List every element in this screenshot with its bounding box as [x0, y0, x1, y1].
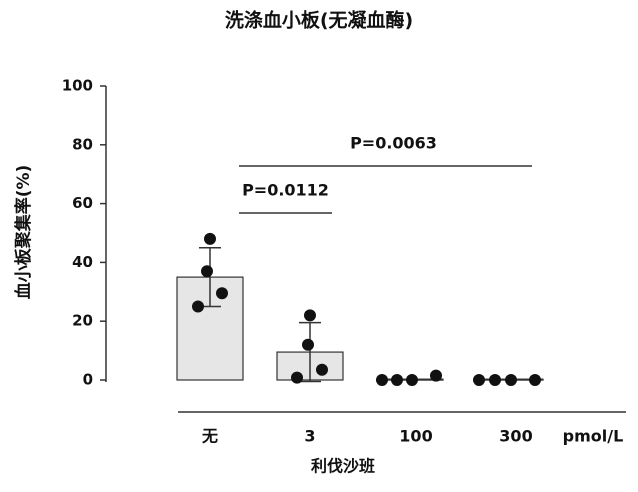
data-point — [406, 374, 418, 386]
unit-label: pmol/L — [563, 427, 624, 446]
data-point — [529, 374, 541, 386]
data-point — [505, 374, 517, 386]
chart-title: 洗涤血小板(无凝血酶) — [225, 9, 413, 32]
data-point — [204, 232, 216, 245]
data-point — [201, 265, 213, 278]
x-tick-label: 3 — [304, 427, 315, 446]
data-point — [192, 300, 204, 313]
data-point — [473, 374, 485, 386]
data-point — [316, 363, 328, 376]
x-axis-label: 利伐沙班 — [311, 457, 375, 476]
x-tick-label: 300 — [499, 427, 532, 446]
y-tick-label: 0 — [83, 371, 93, 389]
y-tick-label: 100 — [62, 77, 93, 95]
data-point — [376, 374, 388, 386]
y-tick-label: 80 — [72, 135, 93, 153]
significance-label: P=0.0063 — [350, 134, 437, 153]
data-point — [291, 371, 303, 384]
y-tick-label: 60 — [72, 194, 93, 212]
data-point — [391, 374, 403, 386]
x-tick-label: 100 — [399, 427, 432, 446]
y-tick-label: 40 — [72, 253, 93, 271]
data-point — [302, 338, 314, 351]
data-point — [489, 374, 501, 386]
y-axis-label: 血小板聚集率(%) — [13, 165, 34, 300]
data-point — [216, 287, 228, 300]
y-tick-label: 20 — [72, 312, 93, 330]
data-point — [430, 369, 442, 382]
significance-label: P=0.0112 — [242, 181, 329, 200]
x-tick-label: 无 — [201, 427, 218, 446]
data-point — [304, 309, 316, 322]
